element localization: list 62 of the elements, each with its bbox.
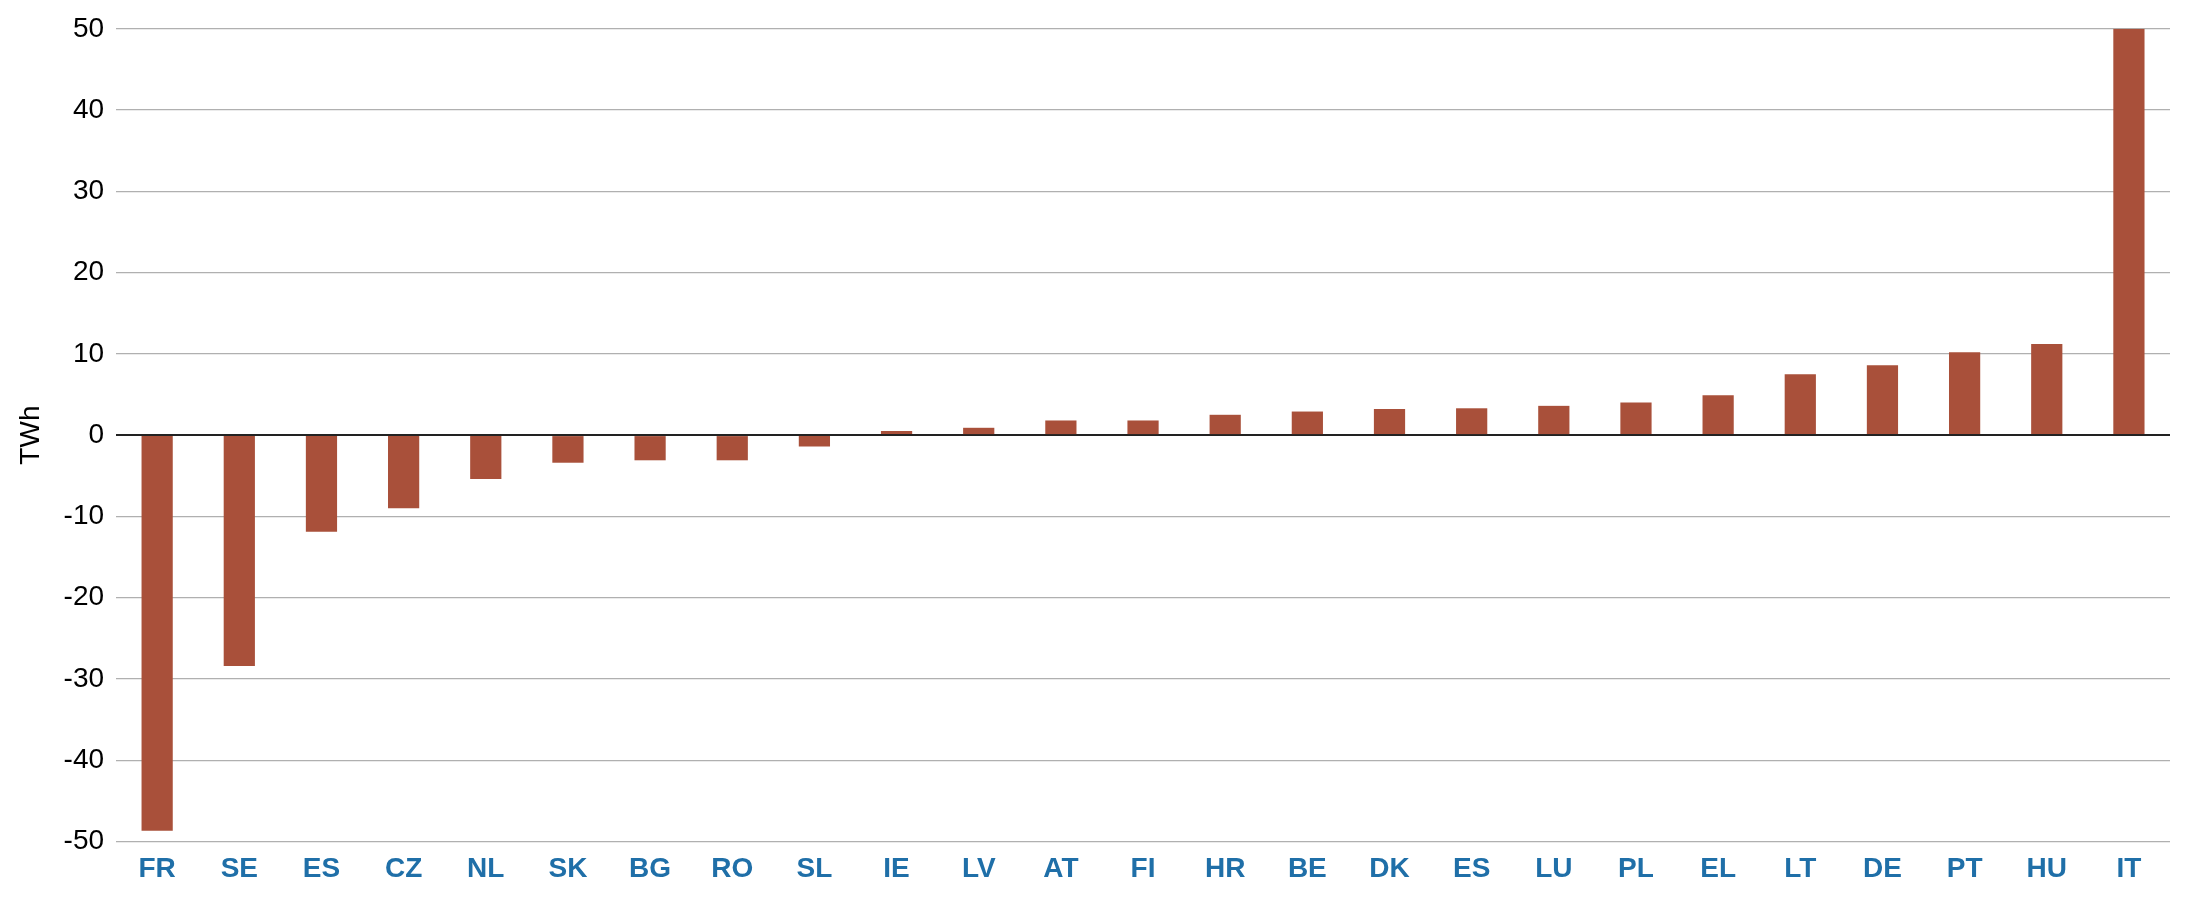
x-tick-label: LT [1784,851,1817,883]
x-tick-label: HU [2026,851,2067,883]
bar [470,436,502,479]
y-tick-label: 30 [72,174,105,206]
x-tick-label: DK [1369,851,1410,883]
y-tick-label: 10 [72,336,105,368]
bar [1291,411,1323,435]
y-tick-label: -40 [63,742,105,774]
bar [1045,420,1077,435]
x-tick-label: RO [711,851,754,883]
bar [1127,420,1159,435]
x-tick-label: NL [467,851,505,883]
bar [1784,374,1816,435]
bar [388,436,420,509]
y-tick-label: -20 [63,580,105,612]
x-tick-label: BE [1287,851,1327,883]
bar [880,431,913,435]
x-tick-label: IT [2116,851,2142,883]
bar [1949,352,1981,435]
x-tick-label: LU [1535,851,1573,883]
bar [1538,405,1570,435]
bar [798,436,831,447]
y-axis-title: TWh [13,405,45,465]
x-tick-label: ES [1452,851,1491,883]
y-tick-label: 40 [72,92,105,124]
bar [2113,28,2145,435]
x-tick-label: FI [1130,851,1156,883]
bar [1702,395,1734,435]
bar [963,427,995,435]
x-tick-label: PT [1946,851,1983,883]
x-tick-label: EL [1700,851,1737,883]
x-tick-label: PL [1618,851,1654,883]
x-tick-label: SK [548,851,588,883]
bar [305,436,338,532]
bar [716,436,748,461]
bar [2031,344,2063,435]
y-tick-label: -30 [63,661,105,693]
x-tick-label: ES [302,851,341,883]
x-tick-label: LV [961,851,996,883]
x-tick-label: AT [1043,851,1079,883]
y-tick-label: -50 [63,824,105,856]
y-tick-label: -10 [63,499,105,531]
bar [1456,408,1488,435]
bar [1209,414,1241,435]
x-tick-label: SL [796,851,833,883]
x-tick-label: BG [629,851,672,883]
y-tick-label: 50 [72,11,105,43]
bar [1620,402,1652,435]
y-tick-label: 20 [72,255,105,287]
bar [223,436,255,666]
x-tick-label: SE [220,851,258,883]
x-tick-label: CZ [384,851,423,883]
x-tick-label: FR [138,851,176,883]
x-tick-label: DE [1863,851,1902,883]
y-tick-label: 0 [88,417,105,449]
x-tick-label: HR [1204,851,1246,883]
x-tick-label: IE [883,851,910,883]
bar [552,436,584,463]
bar [1866,365,1899,435]
bar [634,436,666,461]
bar [141,436,173,831]
bar [1373,409,1406,435]
